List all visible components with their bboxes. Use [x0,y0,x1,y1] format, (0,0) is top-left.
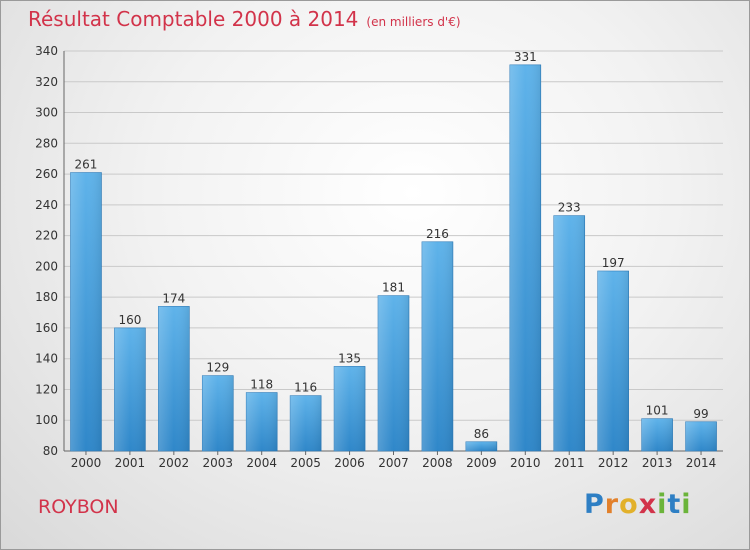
data-label: 160 [118,313,141,327]
bar-shading [158,306,190,451]
commune-name: ROYBON [38,496,119,518]
chart-title-text: Résultat Comptable 2000 à 2014 [28,7,359,31]
bar-shading [70,172,102,452]
y-tick-label: 100 [35,413,58,427]
y-tick-label: 320 [35,75,58,89]
data-label: 99 [693,407,708,421]
data-label: 118 [250,378,273,392]
y-tick-label: 180 [35,290,58,304]
data-label: 181 [382,281,405,295]
y-tick-label: 200 [35,259,58,273]
bar-shading [509,64,541,451]
data-label: 135 [338,351,361,365]
x-tick-label: 2003 [202,456,233,470]
x-tick-label: 2002 [159,456,190,470]
chart-title: Résultat Comptable 2000 à 2014 (en millie… [28,7,461,31]
y-tick-label: 220 [35,229,58,243]
bar-shading [246,392,278,451]
x-tick-label: 2010 [510,456,541,470]
data-label: 233 [558,201,581,215]
data-labels: 261 160 174 129 118 116 135 181 216 86 331 233 197 10… [75,50,709,441]
axes: 80 100 120 140 160 180 200 220 240 260 280 300 320 34… [35,44,723,470]
y-tick-label: 260 [35,167,58,181]
x-tick-label: 2008 [422,456,453,470]
y-tick-label: 280 [35,136,58,150]
proxiti-logo: Proxiti [584,489,692,520]
bar-shading [290,395,322,451]
bars [70,64,717,452]
data-label: 86 [474,427,489,441]
bar-shading [334,366,366,451]
bar-shading [378,295,409,451]
data-label: 261 [75,158,98,172]
data-label: 331 [514,50,537,64]
x-tick-label: 2014 [686,456,717,470]
data-label: 116 [294,381,317,395]
x-tick-label: 2004 [246,456,277,470]
y-tick-label: 140 [35,352,58,366]
bar-shading [685,421,717,451]
y-tick-label: 160 [35,321,58,335]
bar-shading [421,241,453,451]
x-tick-label: 2011 [554,456,585,470]
y-tick-label: 120 [35,382,58,396]
data-label: 216 [426,227,449,241]
y-tick-label: 80 [43,444,58,458]
x-tick-label: 2013 [642,456,673,470]
x-tick-label: 2001 [115,456,146,470]
bar-shading [114,327,146,451]
bar-shading [641,418,673,451]
data-label: 174 [162,291,185,305]
x-tick-label: 2000 [71,456,102,470]
bar-shading [597,271,629,451]
data-label: 101 [646,404,669,418]
data-label: 129 [206,361,229,375]
y-tick-label: 340 [35,44,58,58]
bar-shading [465,441,497,451]
x-tick-label: 2006 [334,456,365,470]
x-tick-label: 2005 [290,456,321,470]
x-tick-label: 2012 [598,456,629,470]
x-tick-label: 2009 [466,456,497,470]
data-label: 197 [602,256,625,270]
chart-unit: (en milliers d'€) [366,15,461,29]
bar-shading [553,215,585,451]
y-tick-label: 300 [35,106,58,120]
bar-shading [202,375,234,451]
x-tick-label: 2007 [378,456,409,470]
y-tick-label: 240 [35,198,58,212]
